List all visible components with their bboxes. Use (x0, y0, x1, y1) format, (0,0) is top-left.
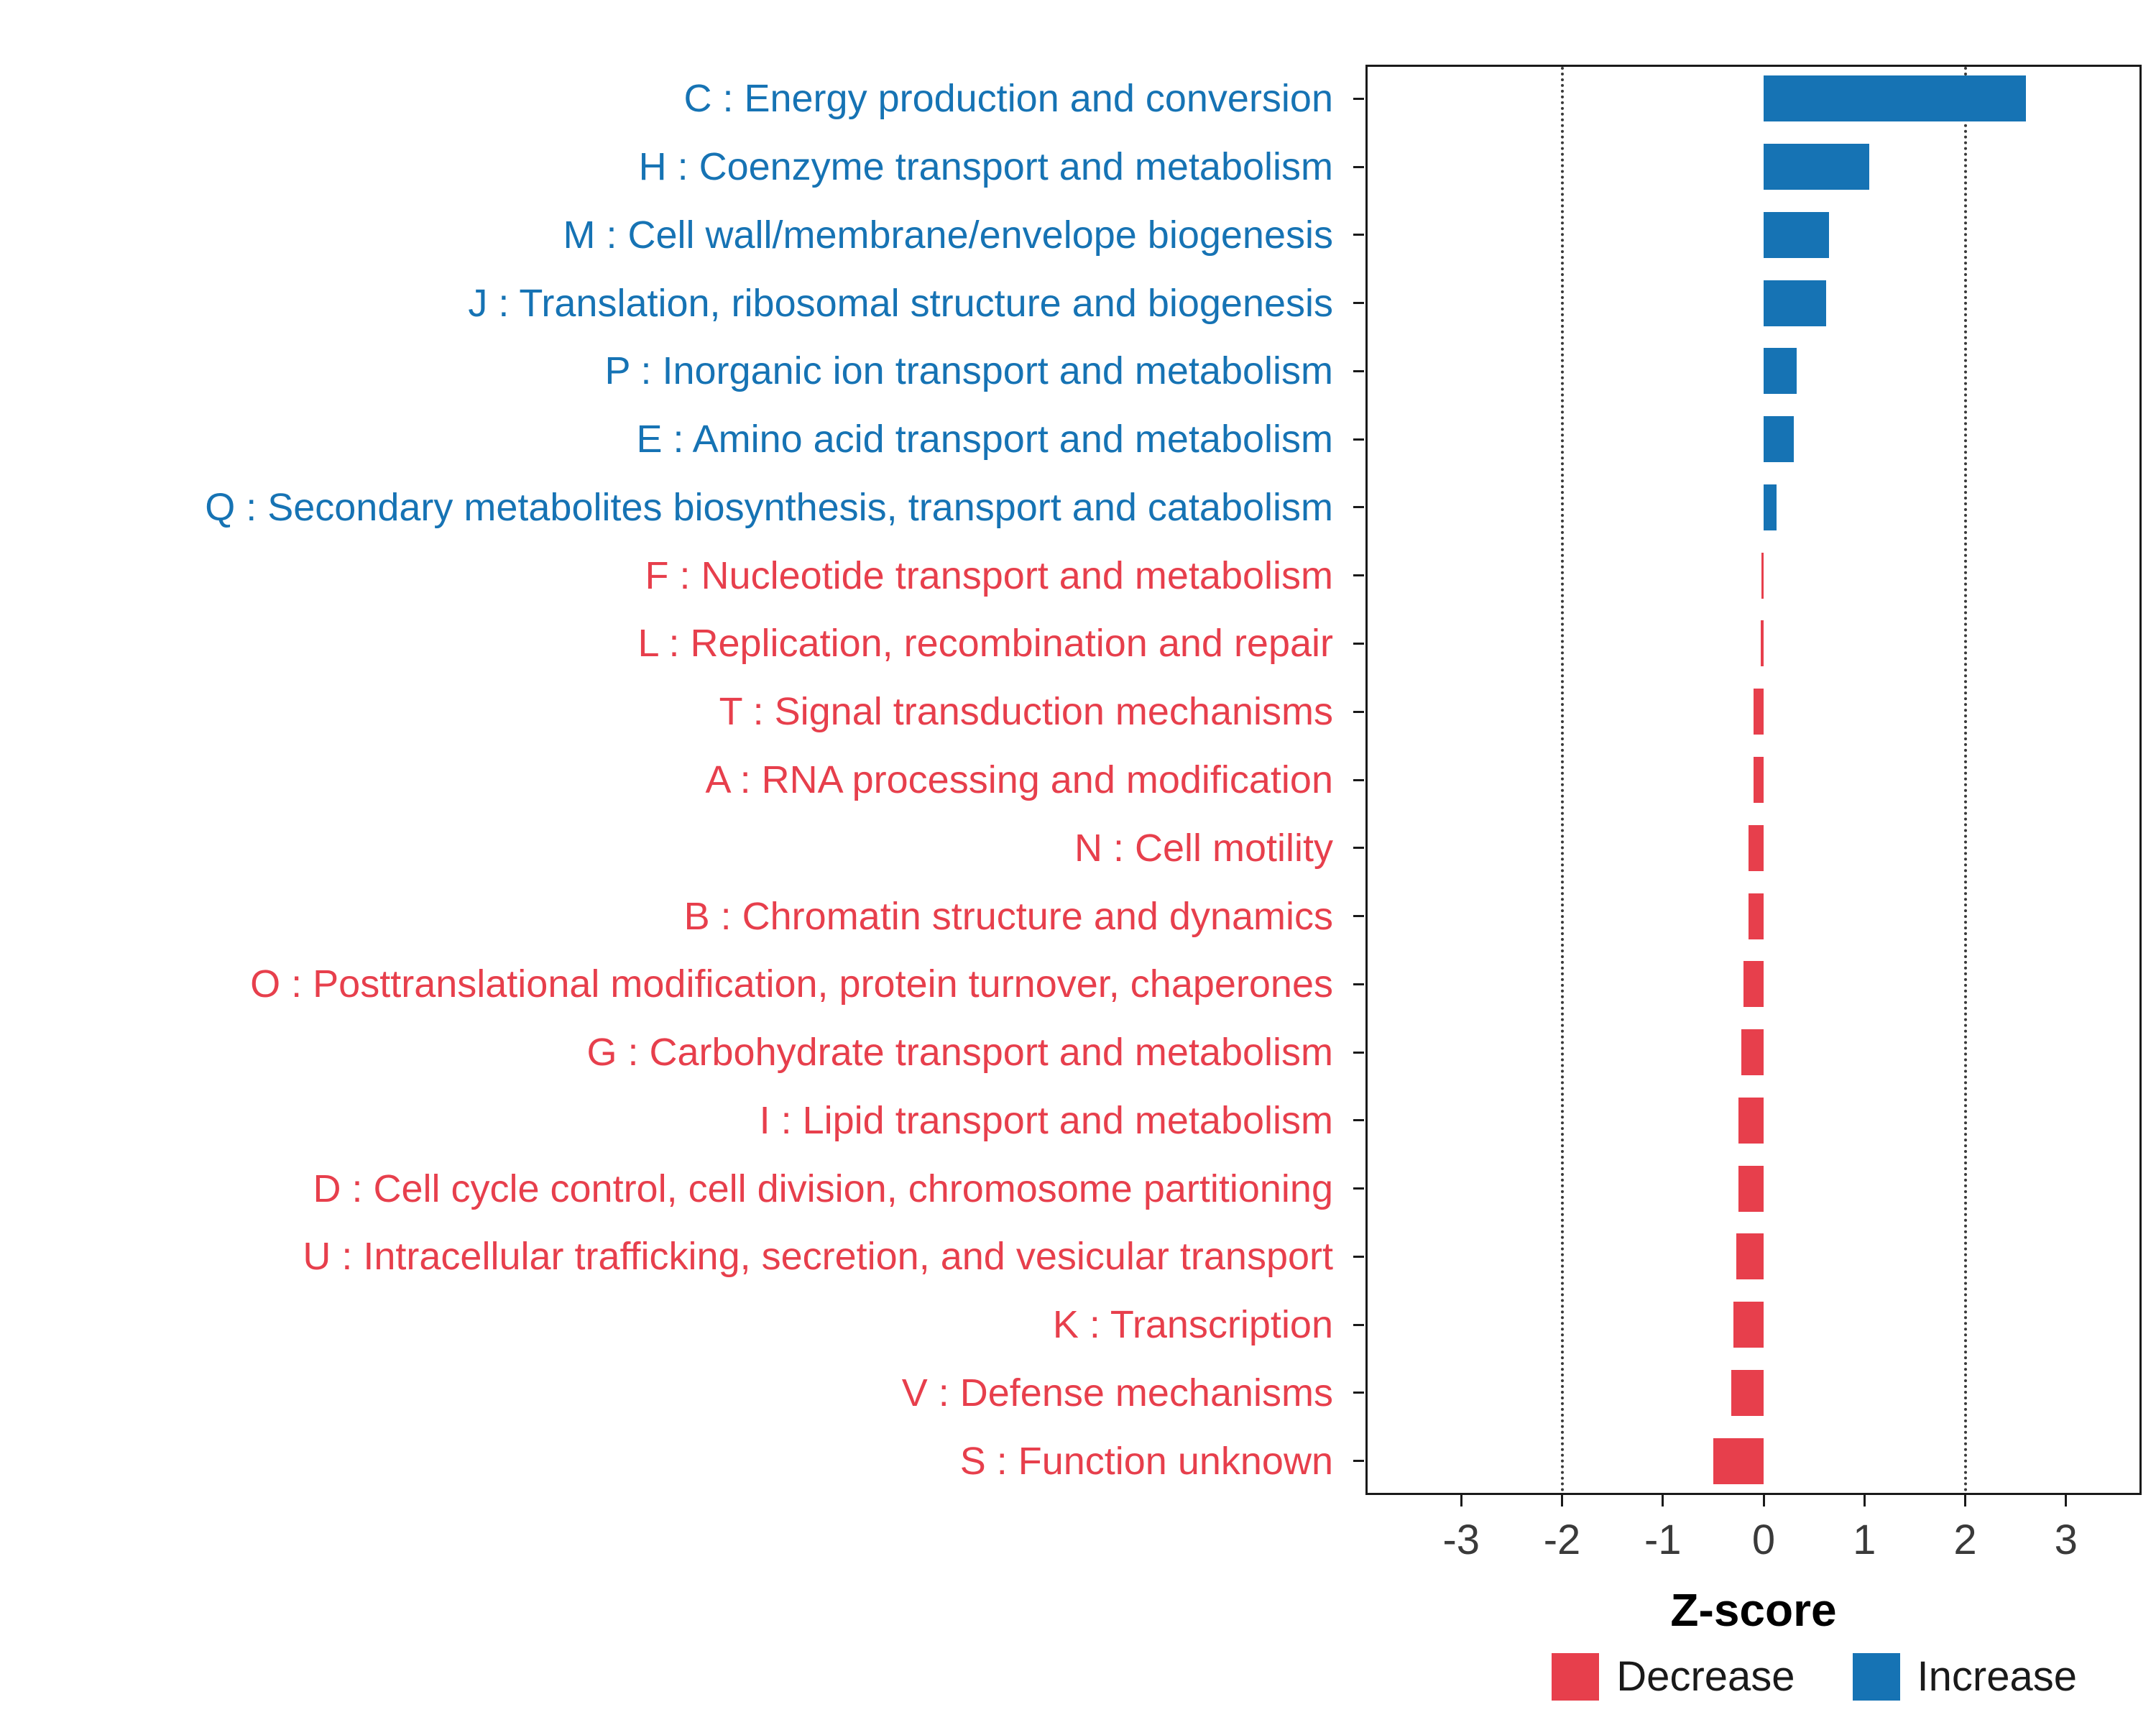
legend-label: Increase (1917, 1653, 2077, 1700)
legend-swatch-decrease (1552, 1653, 1600, 1701)
legend: Decrease Increase (1552, 1653, 2077, 1701)
y-tick (1353, 234, 1364, 236)
y-tick (1353, 1324, 1364, 1326)
category-label: D : Cell cycle control, cell division, c… (313, 1167, 1333, 1210)
bar (1733, 1302, 1764, 1348)
reference-line (1963, 67, 1967, 1493)
y-tick (1353, 711, 1364, 713)
bar (1736, 1233, 1764, 1279)
x-tick-label: 2 (1953, 1517, 1977, 1563)
category-label: Q : Secondary metabolites biosynthesis, … (205, 486, 1333, 529)
y-tick (1353, 1256, 1364, 1258)
x-tick (1964, 1495, 1967, 1506)
y-tick (1353, 1052, 1364, 1054)
y-tick (1353, 370, 1364, 372)
x-tick (1662, 1495, 1664, 1506)
category-label: U : Intracellular trafficking, secretion… (303, 1235, 1333, 1278)
bar (1713, 1438, 1764, 1484)
y-tick (1353, 1119, 1364, 1121)
x-tick (1863, 1495, 1866, 1506)
y-tick (1353, 574, 1364, 576)
legend-label: Decrease (1616, 1653, 1795, 1700)
x-tick (1460, 1495, 1462, 1506)
y-tick (1353, 98, 1364, 100)
reference-line (1560, 67, 1564, 1493)
bar (1743, 961, 1764, 1007)
y-tick (1353, 506, 1364, 508)
category-label: V : Defense mechanisms (901, 1371, 1333, 1414)
bar (1764, 484, 1777, 530)
x-tick (1762, 1495, 1765, 1506)
category-label: I : Lipid transport and metabolism (759, 1099, 1333, 1142)
y-tick (1353, 438, 1364, 441)
y-tick (1353, 983, 1364, 985)
bar (1761, 553, 1764, 599)
category-label: E : Amino acid transport and metabolism (636, 418, 1333, 461)
category-label: L : Replication, recombination and repai… (637, 622, 1333, 665)
y-tick (1353, 302, 1364, 304)
bar (1764, 75, 2026, 121)
bar (1754, 757, 1764, 803)
y-tick (1353, 847, 1364, 849)
category-label: A : RNA processing and modification (705, 758, 1333, 801)
bar (1748, 893, 1764, 939)
x-tick-label: -2 (1543, 1517, 1581, 1563)
x-tick (2065, 1495, 2068, 1506)
x-tick-label: 1 (1853, 1517, 1876, 1563)
category-label: B : Chromatin structure and dynamics (683, 895, 1333, 938)
legend-swatch-increase (1852, 1653, 1900, 1701)
bar (1741, 1029, 1764, 1075)
bar (1764, 348, 1797, 394)
x-tick (1561, 1495, 1563, 1506)
bar (1760, 620, 1764, 666)
bar (1748, 825, 1764, 871)
x-tick-label: -3 (1442, 1517, 1480, 1563)
category-label: N : Cell motility (1074, 827, 1333, 870)
legend-item-decrease: Decrease (1552, 1653, 1795, 1701)
category-label: K : Transcription (1052, 1303, 1333, 1346)
y-tick (1353, 779, 1364, 781)
bar (1764, 416, 1795, 462)
x-tick-label: 3 (2054, 1517, 2078, 1563)
x-axis-title: Z-score (1670, 1584, 1837, 1636)
x-tick-label: -1 (1644, 1517, 1682, 1563)
bar (1754, 689, 1764, 735)
category-label: G : Carbohydrate transport and metabolis… (586, 1031, 1334, 1074)
category-label: H : Coenzyme transport and metabolism (638, 145, 1333, 188)
category-label: J : Translation, ribosomal structure and… (468, 282, 1333, 325)
bar (1764, 280, 1826, 326)
y-tick (1353, 915, 1364, 917)
legend-item-increase: Increase (1852, 1653, 2077, 1701)
y-tick (1353, 643, 1364, 645)
category-label: S : Function unknown (959, 1440, 1333, 1483)
category-label: C : Energy production and conversion (683, 77, 1333, 120)
bar (1738, 1098, 1764, 1144)
category-label: P : Inorganic ion transport and metaboli… (604, 349, 1333, 392)
category-label: O : Posttranslational modification, prot… (250, 962, 1333, 1006)
y-tick (1353, 1460, 1364, 1462)
y-tick (1353, 1187, 1364, 1190)
bar (1764, 144, 1870, 190)
category-label: T : Signal transduction mechanisms (719, 690, 1333, 733)
category-label: F : Nucleotide transport and metabolism (645, 554, 1333, 597)
bar (1731, 1370, 1764, 1416)
bar (1764, 212, 1830, 258)
y-tick (1353, 166, 1364, 168)
y-tick (1353, 1392, 1364, 1394)
bar (1738, 1166, 1764, 1212)
x-tick-label: 0 (1751, 1517, 1776, 1563)
category-label: M : Cell wall/membrane/envelope biogenes… (563, 213, 1333, 257)
